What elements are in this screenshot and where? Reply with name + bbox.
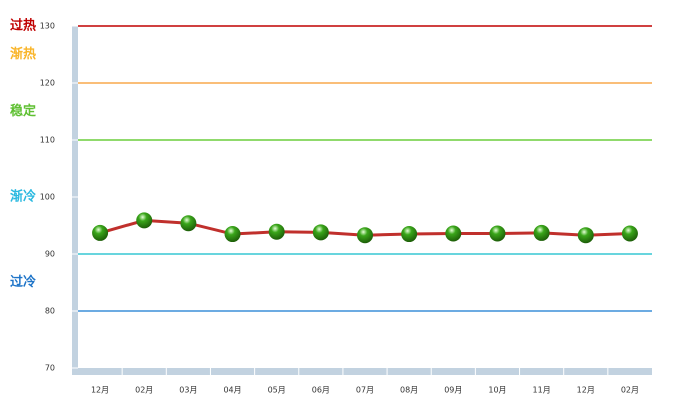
y-tick-label: 130 (40, 22, 55, 31)
zone-label: 渐热 (10, 46, 36, 62)
marker (92, 224, 109, 241)
x-tick-label: 12月 (91, 386, 109, 395)
marker (489, 225, 506, 242)
marker (268, 223, 285, 240)
marker (621, 225, 638, 242)
zone-label: 过冷 (10, 274, 36, 290)
y-tick-label: 120 (40, 79, 55, 88)
x-tick-label: 06月 (312, 386, 330, 395)
zone-label: 渐冷 (10, 189, 36, 205)
zone-label: 稳定 (10, 103, 36, 119)
y-tick-label: 110 (40, 136, 55, 145)
marker (357, 227, 373, 244)
y-tick-label: 70 (45, 364, 55, 373)
marker (180, 215, 197, 232)
marker (312, 224, 329, 241)
marker (577, 227, 594, 244)
marker (533, 224, 550, 241)
marker (401, 226, 418, 243)
x-tick-label: 02月 (621, 386, 639, 395)
y-tick-label: 90 (45, 250, 55, 259)
x-tick-label: 08月 (400, 386, 418, 395)
zone-label: 过热 (10, 18, 36, 34)
x-tick-label: 04月 (223, 386, 241, 395)
x-tick-label: 11月 (533, 386, 551, 395)
x-axis-bar (72, 368, 652, 375)
x-tick-label: 07月 (356, 386, 374, 395)
marker (445, 225, 462, 242)
y-axis-bar (72, 26, 78, 375)
x-tick-label: 09月 (444, 386, 462, 395)
x-tick-label: 05月 (268, 386, 286, 395)
x-tick-label: 03月 (179, 386, 197, 395)
marker (136, 212, 153, 229)
x-tick-label: 12月 (577, 386, 595, 395)
x-tick-label: 02月 (135, 386, 153, 395)
y-tick-label: 100 (40, 193, 55, 202)
marker (224, 226, 241, 243)
y-tick-label: 80 (45, 307, 55, 316)
x-tick-label: 10月 (488, 386, 506, 395)
